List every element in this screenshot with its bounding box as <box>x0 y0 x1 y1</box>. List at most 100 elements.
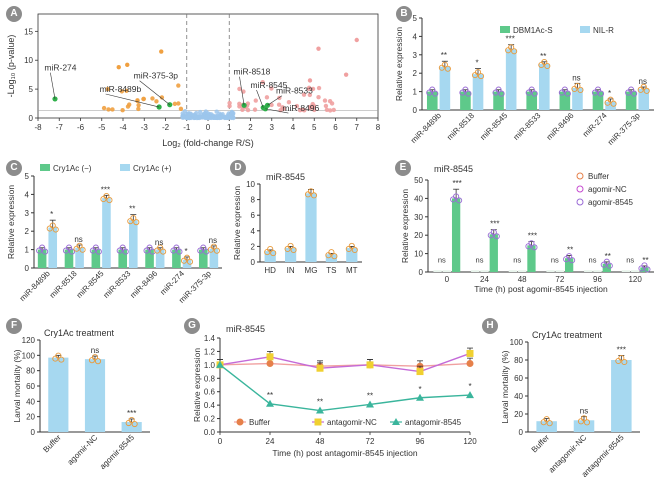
y-tick-label: 0 <box>413 106 418 115</box>
y-tick-label: 100 <box>22 351 36 360</box>
volcano-point-down <box>154 99 159 104</box>
marker-legend-antagomir <box>392 418 400 425</box>
x-tick-label: -1 <box>183 123 191 132</box>
category-label: miR-8545 <box>478 111 509 142</box>
replicate-dot <box>106 197 113 204</box>
bar-e-series2 <box>631 270 640 272</box>
series-line-1 <box>219 362 471 367</box>
significance-mark: *** <box>452 179 461 188</box>
bar <box>284 247 297 262</box>
category-label: miR-8489b <box>18 269 52 303</box>
y-tick-label: 30 <box>414 213 423 222</box>
replicate-dot <box>453 193 460 200</box>
bar-e-series3 <box>527 245 536 272</box>
volcano-point-ns <box>205 113 211 119</box>
significance-mark: * <box>608 89 611 98</box>
y-tick-label: 10 <box>246 180 255 189</box>
marker-agomir-nc <box>316 364 324 372</box>
x-tick-label: 0 <box>218 437 223 446</box>
replicate-dot <box>131 420 138 428</box>
replicate-dot <box>149 248 156 255</box>
x-tick-label: 96 <box>416 437 425 446</box>
bar-e-series1 <box>584 270 593 272</box>
category-label: miR-8518 <box>445 111 476 142</box>
y-tick-label: 50 <box>414 176 423 185</box>
volcano-point-up <box>322 98 328 103</box>
volcano-point-outlier <box>116 64 121 70</box>
category-label: miR-8496 <box>545 111 576 142</box>
panel-e-bar-chart: 0 10 20 30 40 50 Relative expression miR-8545 Ti… <box>392 156 660 316</box>
volcano-point-down <box>119 89 125 94</box>
label-leader <box>267 95 283 106</box>
replicate-dot <box>94 358 102 365</box>
volcano-point-ns <box>209 112 214 117</box>
replicate-dot <box>68 248 76 255</box>
replicate-dot <box>58 356 65 363</box>
y-tick-label: 10 <box>414 250 423 259</box>
category-label: miR-8533 <box>102 269 133 300</box>
category-label: IN <box>287 266 295 275</box>
category-label: 0 <box>445 275 450 284</box>
y-axis-label: Relative expression <box>394 27 404 101</box>
legend-label-2: Cry1Ac (+) <box>133 164 172 173</box>
replicate-dot <box>594 86 602 93</box>
bar-c-series1 <box>172 249 181 268</box>
label-leader <box>265 108 289 114</box>
replicate-dot <box>351 246 358 254</box>
y-tick-label: 0.4 <box>204 401 216 410</box>
bar-c-series1 <box>91 249 101 268</box>
volcano-point-ns <box>180 111 185 116</box>
significance-mark: *** <box>528 232 537 241</box>
significance-mark: ** <box>129 205 135 214</box>
chart-title: miR-8545 <box>226 324 265 334</box>
y-axis-label: Relative expression <box>232 186 242 260</box>
marker-legend-nc <box>314 418 322 426</box>
bar-c-series2 <box>155 249 165 268</box>
legend-label-2: NIL-R <box>593 26 614 35</box>
volcano-chart: -8 -7 -6 -5 -4 -3 -2 -1 0 1 2 3 4 5 6 7 8 0 5 10 15 Log₂ (fol… <box>6 13 381 148</box>
replicate-dot <box>103 193 110 200</box>
marker-antagomir <box>416 393 424 401</box>
x-axis-label: Time (h) post antagomir-8545 injection <box>272 448 417 458</box>
significance-mark: ** <box>540 52 546 61</box>
replicate-dot <box>52 226 59 233</box>
replicate-dot <box>287 242 294 250</box>
volcano-point-down <box>101 105 107 111</box>
significance-mark: ** <box>367 391 373 400</box>
bar-c-series2 <box>102 198 111 268</box>
replicate-dot <box>465 90 472 97</box>
y-axis-label: Relative expression <box>192 348 202 422</box>
volcano-point-up <box>269 86 274 91</box>
y-tick-label: 120 <box>22 336 36 345</box>
marker-agomir-nc <box>366 361 374 369</box>
volcano-point-up <box>269 102 274 108</box>
replicate-dot <box>79 246 86 253</box>
bar <box>611 360 632 432</box>
x-tick-label: 48 <box>316 437 325 446</box>
y-axis-label: Relative expression <box>400 189 410 263</box>
significance-ns: ns <box>589 255 597 264</box>
bar <box>121 422 142 432</box>
volcano-point-ns <box>191 113 197 118</box>
significance-mark: *** <box>101 185 110 194</box>
category-label: Buffer <box>41 433 63 455</box>
marker-antagomir <box>216 360 224 368</box>
label-leader <box>239 76 245 106</box>
chart-title: Cry1Ac treatment <box>44 328 115 338</box>
significance-mark: *** <box>617 346 626 355</box>
y-tick-label: 0 <box>419 268 424 277</box>
x-tick-label: -5 <box>98 123 106 132</box>
replicate-dot <box>583 419 591 426</box>
y-tick-label: 20 <box>514 410 523 419</box>
replicate-dot <box>577 86 584 93</box>
replicate-dot <box>607 96 614 103</box>
y-tick-label: 4 <box>251 227 256 236</box>
volcano-point-up <box>294 103 300 109</box>
replicate-dot <box>541 58 548 66</box>
volcano-point-up <box>286 99 292 105</box>
volcano-point-up <box>306 85 312 91</box>
bar-e-series2 <box>593 270 602 272</box>
marker-agomir-nc <box>466 349 474 357</box>
bar-c-series2 <box>75 247 84 268</box>
bar-b-series2 <box>539 64 550 110</box>
